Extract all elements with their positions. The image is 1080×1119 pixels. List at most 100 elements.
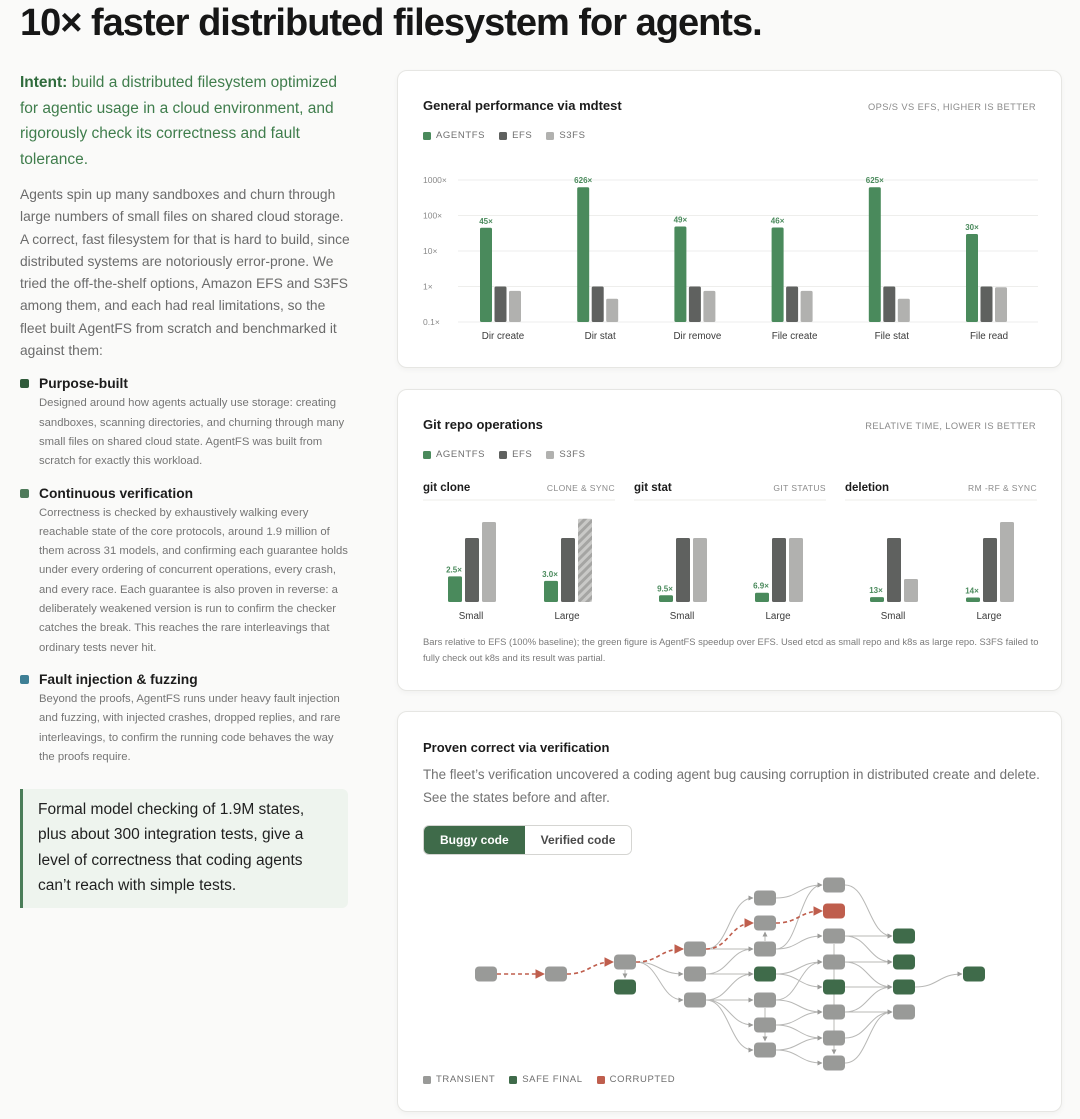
corrupting-transition (566, 957, 614, 975)
legend-label: AGENTFS (436, 449, 486, 460)
bar-efs (688, 286, 701, 322)
transient-state (754, 1017, 776, 1033)
legend-label: S3FS (559, 130, 586, 141)
state-transition (844, 1009, 893, 1064)
bar-value-label: 6.9× (753, 582, 769, 591)
transient-state (684, 992, 706, 1008)
safe-final-state (754, 966, 776, 982)
bar-s3fs (703, 290, 716, 322)
bar-agentfs (577, 187, 590, 322)
state-transition (705, 895, 754, 950)
state-transition (705, 999, 754, 1028)
legend-item-safe-final: SAFE FINAL (509, 1074, 582, 1085)
mdtest-chart-card: General performance via mdtest OPS/S VS … (397, 70, 1062, 368)
bar-agentfs (966, 597, 980, 602)
transient-state (823, 877, 845, 893)
feature-marker-icon (20, 488, 29, 498)
bar-agentfs (659, 595, 673, 602)
x-tick-label: Dir stat (585, 331, 616, 342)
body-paragraph: Agents spin up many sandboxes and churn … (20, 187, 350, 359)
x-tick-label: Large (976, 611, 1002, 622)
feature-text: Beyond the proofs, AgentFS runs under he… (39, 692, 341, 763)
git-chart: git clone CLONE & SYNC 2.5× Small 3.0× Large g… (423, 482, 1037, 622)
safe-final-state (963, 966, 985, 982)
bar-s3fs (904, 578, 918, 602)
feature-title: Purpose-built (39, 376, 128, 392)
legend-swatch (499, 131, 508, 140)
corrupting-transition (775, 906, 823, 924)
transient-state (684, 941, 706, 957)
state-transition (775, 882, 823, 899)
bar-s3fs (578, 518, 592, 602)
x-tick-label: File create (772, 331, 818, 342)
feature-marker-icon (20, 674, 29, 684)
y-tick-label: 1000× (423, 175, 447, 185)
legend-label: EFS (512, 449, 533, 460)
bar-efs (980, 286, 993, 322)
y-tick-label: 100× (423, 211, 442, 221)
bar-value-label: 9.5× (657, 584, 673, 593)
transient-state (614, 954, 636, 970)
x-tick-label: Small (459, 611, 484, 622)
x-tick-label: File read (970, 331, 1008, 342)
code-toggle: Buggy code Verified code (423, 825, 633, 855)
bar-value-label: 625× (866, 176, 884, 185)
state-transition (844, 1009, 893, 1039)
bar-efs (786, 286, 799, 322)
state-transition (775, 933, 823, 950)
safe-final-state (893, 979, 915, 995)
state-transition (775, 1049, 823, 1066)
tab-verified-code[interactable]: Verified code (524, 826, 632, 854)
chart-title: Git repo operations (423, 417, 543, 432)
feature-continuous-verification: Continuous verification Correctness is c… (20, 486, 350, 658)
y-tick-label: 1× (423, 282, 433, 292)
bar-s3fs (693, 538, 707, 602)
legend-item-efs: EFS (499, 449, 532, 460)
verification-title: Proven correct via verification (423, 740, 610, 755)
bar-agentfs (544, 580, 558, 602)
bar-efs (561, 538, 575, 602)
state-transition (705, 946, 754, 975)
legend-label: TRANSIENT (436, 1074, 496, 1085)
chart-legend: AGENTFS EFS S3FS (423, 449, 586, 460)
transient-state (684, 966, 706, 982)
state-transition (635, 961, 684, 1003)
state-graph (475, 877, 985, 1071)
feature-title: Fault injection & fuzzing (39, 671, 198, 687)
bar-agentfs (771, 227, 784, 322)
intent-label: Intent: (20, 74, 68, 91)
transient-state (823, 1055, 845, 1071)
bar-agentfs (755, 592, 769, 602)
feature-fault-injection: Fault injection & fuzzing Beyond the pro… (20, 672, 350, 767)
bar-s3fs (509, 290, 521, 322)
group-title: deletion (845, 482, 889, 494)
bar-value-label: 13× (869, 586, 883, 595)
bar-efs (465, 538, 479, 602)
legend-swatch (546, 131, 555, 140)
transient-state (823, 1004, 845, 1020)
legend-swatch (546, 450, 555, 459)
transient-state (754, 915, 776, 931)
legend-item-efs: EFS (499, 130, 532, 141)
bar-s3fs (789, 538, 803, 602)
corrupted-state (823, 903, 845, 919)
bar-s3fs (482, 522, 496, 602)
y-tick-label: 0.1× (423, 317, 440, 327)
bar-agentfs (674, 226, 687, 322)
bar-s3fs (897, 298, 910, 322)
group-tag: CLONE & SYNC (547, 483, 615, 493)
state-transition (705, 999, 754, 1053)
state-legend: TRANSIENT SAFE FINAL CORRUPTED (423, 1074, 675, 1085)
git-chart-card: Git repo operations RELATIVE TIME, LOWER… (397, 389, 1062, 691)
x-tick-label: File stat (875, 331, 910, 342)
tab-buggy-code[interactable]: Buggy code (424, 826, 525, 854)
legend-swatch (423, 131, 431, 140)
legend-item-transient: TRANSIENT (423, 1074, 495, 1085)
state-transition (775, 1009, 823, 1026)
transient-state (475, 966, 497, 982)
x-tick-label: Dir remove (673, 331, 721, 342)
bar-value-label: 626× (574, 176, 592, 185)
bar-s3fs (606, 298, 619, 322)
bar-value-label: 45× (479, 217, 493, 226)
bar-s3fs (995, 287, 1007, 322)
